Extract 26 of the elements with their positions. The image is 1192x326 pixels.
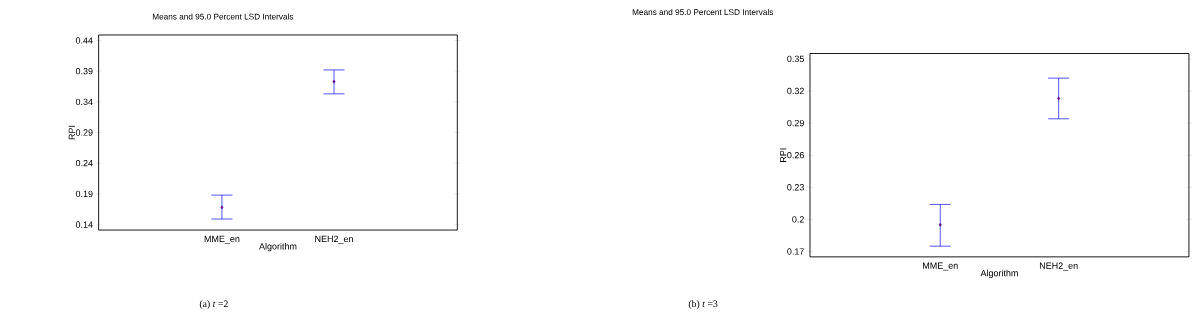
y-tick-label: 0.29 xyxy=(75,129,93,136)
y-tick-label: 0.39 xyxy=(75,68,93,75)
y-tick-label: 0.34 xyxy=(75,98,93,106)
text: (a) t =2 xyxy=(199,300,228,310)
y-tick-label: 0.32 xyxy=(787,87,804,95)
x-tick-label: MME_en xyxy=(923,262,958,271)
y-tick-label: 0.14 xyxy=(75,221,93,228)
y-tick-label: 0.17 xyxy=(787,248,804,255)
text: (b) t =3 xyxy=(688,300,718,310)
y-tick-label: 0.2 xyxy=(792,216,804,223)
x-tick-label: NEH2_en xyxy=(315,235,353,244)
x-tick-label: MME_en xyxy=(204,235,240,244)
x-axis-title: Algorithm xyxy=(980,269,1018,279)
y-tick-label: 0.19 xyxy=(75,190,93,198)
y-tick-label: 0.29 xyxy=(787,120,804,127)
y-tick-label: 0.35 xyxy=(787,55,804,63)
chart-title: Means and 95.0 Percent LSD Intervals xyxy=(152,13,294,20)
y-axis-title: RPI xyxy=(780,148,787,163)
y-tick-label: 0.26 xyxy=(787,152,804,159)
x-axis-title: Algorithm xyxy=(259,243,297,252)
y-tick-label: 0.24 xyxy=(75,160,93,167)
y-tick-label: 0.44 xyxy=(75,37,93,44)
text: Means and 95.0 Percent LSD Intervals xyxy=(632,9,774,16)
y-tick-label: 0.23 xyxy=(787,184,804,191)
y-axis-title: RPI xyxy=(68,126,75,140)
x-tick-label: NEH2_en xyxy=(1039,262,1078,271)
